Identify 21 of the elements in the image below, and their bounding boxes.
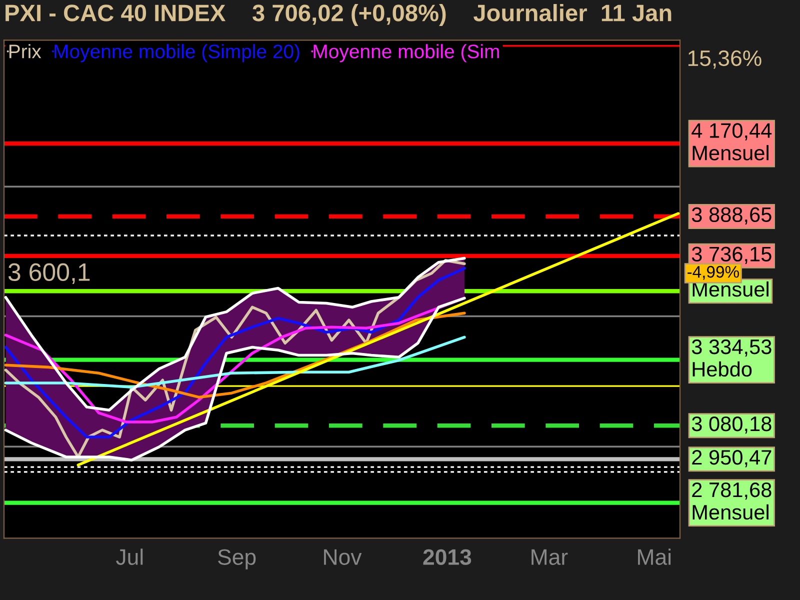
ref-line-label: 3 080,18 [692,416,772,434]
ref-line-label: 2 950,47 [692,450,772,468]
legend-label: Moyenne mobile (Simple 20) [54,44,300,62]
ref-line-label: 2 781,68 Mensuel [692,482,772,520]
x-tick-label: Mai [638,548,671,565]
legend-label: Prix [9,44,42,58]
ref-line-label: 3 888,65 [692,207,772,225]
legend-label: Moyenne mobile (Sim [314,44,499,62]
text: -4,99% [688,266,739,280]
x-tick-label: Mar [532,549,568,565]
x-tick-label: Jul [116,548,143,565]
ref-line-label: Mensuel [692,281,768,297]
text: 15,36% [688,50,762,69]
x-tick-label: Nov [324,549,362,565]
x-tick-label: 2013 [423,549,472,565]
ref-line-label: 3 334,53 Hebdo [692,339,772,377]
ref-line-label: 4 170,44 Mensuel [692,123,772,160]
annotation: 3 600,1 [8,263,90,284]
chart-title: PXI - CAC 40 INDEX 3 706,02 (+0,08%) Journalier 11 Jan [6,4,672,26]
x-tick-label: Sep [218,549,256,570]
ref-line-label: 3 736,15 [692,246,772,264]
